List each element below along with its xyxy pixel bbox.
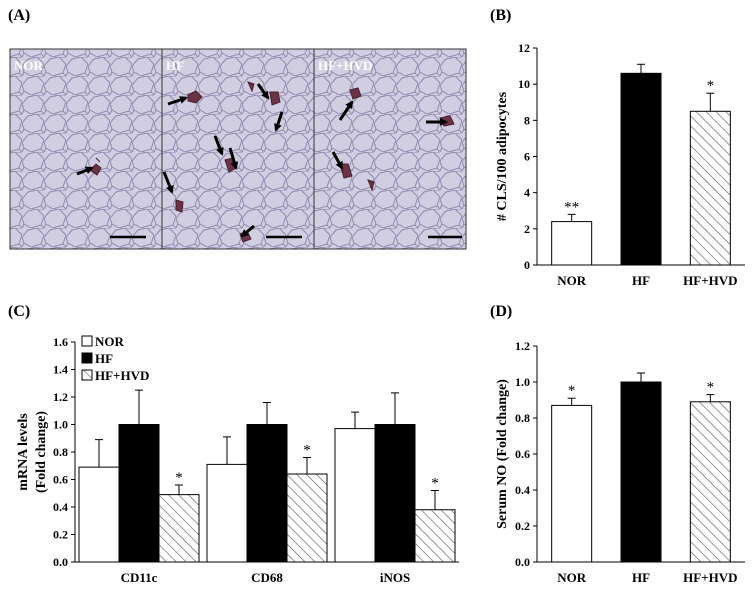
micrograph-hf-label: HF: [166, 58, 184, 73]
micrograph-hf-hvd: HF+HVD: [313, 48, 467, 250]
y-tick-label: 1.0: [515, 375, 530, 389]
bar: [414, 509, 456, 563]
x-tick-label: iNOS: [380, 570, 410, 585]
y-tick-label: 1.6: [53, 335, 68, 349]
x-tick-label: HF: [632, 273, 650, 288]
bar: [246, 424, 288, 563]
y-tick-label: 0.2: [53, 528, 68, 542]
bar: [158, 494, 200, 563]
y-axis-title: Serum NO (Fold change): [495, 379, 510, 529]
panel-b-letter: (B): [490, 7, 511, 24]
legend-swatch: [81, 369, 93, 381]
y-tick-label: 0.0: [53, 555, 68, 569]
y-tick-label: 0.6: [53, 473, 68, 487]
y-tick-label: 8: [524, 113, 530, 127]
micrograph-nor: NOR: [9, 48, 163, 250]
bar: [620, 72, 662, 266]
significance-marker: *: [175, 470, 183, 486]
arrow-icon: [331, 151, 344, 170]
x-tick-label: HF: [632, 570, 650, 585]
arrow-icon: [228, 147, 239, 170]
bar: [206, 463, 248, 563]
y-tick-label: 0.6: [515, 447, 530, 461]
y-tick-label: 1.2: [53, 390, 68, 404]
significance-marker: **: [564, 199, 579, 215]
y-tick-label: 4: [524, 186, 530, 200]
micrograph-strip: NOR HF HF+HVD: [9, 48, 467, 250]
bar: [689, 401, 731, 563]
micrograph-nor-label: NOR: [14, 58, 44, 73]
y-axis-title: # CLS/100 adipocytes: [495, 91, 510, 221]
y-tick-label: 0.4: [53, 500, 68, 514]
y-tick-label: 6: [524, 150, 530, 164]
legend-label: HF+HVD: [95, 368, 149, 383]
arrow-icon: [213, 135, 224, 156]
y-tick-label: 1.0: [53, 418, 68, 432]
y-tick-label: 10: [518, 77, 530, 91]
bar: [374, 424, 416, 563]
bar: [551, 221, 593, 266]
y-axis-title: (Fold change): [34, 411, 49, 493]
x-tick-label: NOR: [557, 273, 587, 288]
y-tick-label: 0.4: [515, 483, 530, 497]
legend-swatch: [81, 352, 93, 364]
bar: [286, 473, 328, 563]
x-tick-label: CD68: [251, 570, 283, 585]
significance-marker: *: [707, 380, 715, 396]
bar: [78, 466, 120, 563]
bar: [551, 404, 593, 563]
arrow-icon: [240, 224, 255, 238]
micrograph-hf: HF: [161, 48, 315, 250]
y-tick-label: 12: [518, 41, 530, 55]
arrow-icon: [167, 96, 188, 106]
chart-d: 0.0 0.2 0.4 0.6 0.8 1.0 1.2 Serum NO (Fold chan…: [495, 339, 745, 585]
bar: [118, 424, 160, 563]
y-tick-label: 0.8: [53, 445, 68, 459]
y-tick-label: 1.2: [515, 339, 530, 353]
legend-label: NOR: [95, 334, 125, 349]
arrow-icon: [76, 166, 94, 176]
y-tick-label: 0.8: [515, 411, 530, 425]
x-tick-label: NOR: [557, 570, 587, 585]
chart-c: 0.0 0.2 0.4 0.6 0.8 1.0 1.2 1.4 1.6 mRNA levels (F…: [16, 334, 459, 585]
arrow-icon: [338, 100, 354, 121]
micrograph-hf-hvd-label: HF+HVD: [318, 58, 372, 73]
arrow-icon: [256, 83, 270, 100]
arrow-icon: [274, 111, 284, 132]
y-tick-label: 0: [524, 258, 530, 272]
significance-marker: *: [431, 476, 439, 492]
y-tick-label: 1.4: [53, 363, 68, 377]
legend-label: HF: [95, 351, 113, 366]
panel-a-letter: (A): [8, 7, 30, 24]
legend-swatch: [81, 335, 93, 347]
y-tick-label: 2: [524, 222, 530, 236]
bar: [334, 428, 376, 563]
bar: [689, 110, 731, 266]
x-tick-label: HF+HVD: [683, 570, 737, 585]
panel-c-letter: (C): [8, 303, 30, 320]
significance-marker: *: [707, 78, 715, 94]
y-tick-label: 0.0: [515, 555, 530, 569]
chart-b: 0 2 4 6 8 10 12 # CLS/100 adipocytes ** NOR HF * HF+…: [495, 41, 745, 288]
significance-marker: *: [303, 443, 311, 459]
bar: [620, 381, 662, 563]
y-tick-label: 0.2: [515, 519, 530, 533]
x-tick-label: HF+HVD: [683, 273, 737, 288]
x-tick-label: CD11c: [121, 570, 158, 585]
arrow-icon: [162, 171, 174, 194]
panel-d-letter: (D): [490, 303, 512, 320]
significance-marker: *: [568, 383, 576, 399]
y-axis-title: mRNA levels: [16, 413, 31, 491]
stain-cluster: [339, 87, 455, 192]
